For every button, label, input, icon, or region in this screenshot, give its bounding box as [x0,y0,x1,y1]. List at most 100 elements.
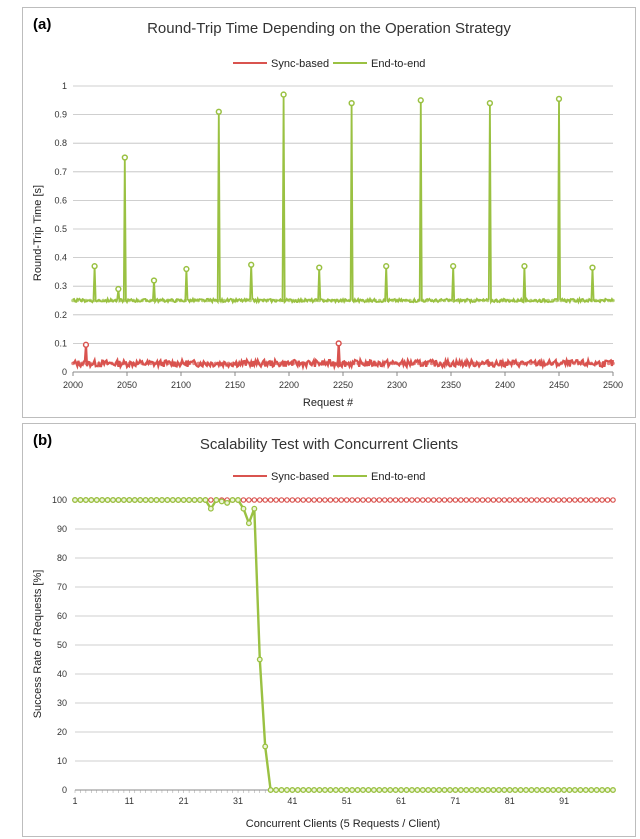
x-tick-label: 11 [125,796,134,806]
spike-marker [335,340,342,347]
data-point [343,298,347,303]
data-point [441,787,448,793]
data-point [447,298,451,303]
data-point [516,298,520,303]
data-point [202,497,209,503]
data-point [300,787,307,793]
data-point [498,361,503,366]
data-point [464,298,468,303]
data-point [572,497,578,503]
data-point [416,361,421,366]
data-point [97,361,101,366]
chart-title-b: Scalability Test with Concurrent Clients [199,436,459,453]
data-point [438,361,443,366]
legend-label-sync-based: Sync-based [271,58,329,70]
spike-marker [589,264,596,271]
data-point [416,298,421,303]
data-point [131,298,136,303]
x-tick-label: 21 [179,796,189,806]
x-tick-label: 2000 [63,380,83,390]
y-tick-label: 90 [57,524,67,534]
y-tick-label: 50 [57,640,67,650]
data-point [136,298,140,303]
data-point [291,298,296,303]
data-point [529,361,533,366]
data-point [604,787,611,793]
data-point [472,361,477,366]
data-point [563,298,568,303]
chart-panel-a: (a) Round-Trip Time Depending on the Ope… [22,7,636,418]
data-point [180,497,187,503]
data-point [474,787,481,793]
data-point [392,787,399,793]
data-point [322,497,328,503]
data-point [364,361,369,366]
data-point [503,298,507,303]
x-tick-label: 2300 [387,380,407,390]
data-point [425,361,430,366]
data-point [373,361,378,366]
data-point [474,497,480,503]
data-point [282,361,287,366]
data-point [93,497,100,503]
data-point [175,497,182,503]
data-point [334,361,339,366]
data-point [140,361,144,366]
data-point [414,787,421,793]
data-point [207,505,214,512]
data-point [75,298,80,303]
data-point [436,787,443,793]
data-point [585,361,589,366]
data-point [84,298,88,303]
chart-svg-b: Sync-based End-to-end Concurrent Clients… [32,471,616,830]
y-tick-label: 0.7 [54,167,67,177]
series-end-to-end [71,91,615,305]
data-point [481,298,486,303]
data-point [576,298,581,303]
data-point [114,361,118,366]
data-point [226,298,231,303]
data-point [308,298,313,303]
data-point [544,497,551,503]
spike-marker [115,285,122,293]
legend-label-end-to-end: End-to-end [371,471,425,483]
data-point [352,298,356,303]
data-point [71,361,75,366]
data-point [267,497,274,503]
data-point [369,361,373,366]
data-point [419,497,426,503]
data-point [137,497,144,503]
data-point [170,298,175,303]
data-point [365,787,372,793]
data-point [246,497,252,503]
data-point [84,361,88,366]
data-point [390,361,395,366]
data-point [542,298,546,303]
data-point [317,298,322,303]
data-point [463,787,470,793]
data-point [300,497,307,503]
data-point [403,787,410,793]
data-point [550,787,557,793]
y-tick-label: 0.1 [54,338,67,348]
data-point [572,361,576,366]
data-point [170,361,175,366]
data-point [120,497,127,503]
spike-marker [383,263,390,270]
data-point [347,361,352,366]
data-point [555,298,559,303]
y-axis-label-b: Success Rate of Requests [%] [32,570,44,719]
data-point [313,361,317,366]
data-point [408,298,412,303]
data-point [460,361,464,366]
data-point [72,497,78,503]
x-tick-label: 2350 [441,380,461,390]
data-point [267,787,274,793]
spike-marker [82,341,90,348]
y-tick-label: 0.6 [54,195,67,205]
data-point [580,298,585,303]
data-point [123,298,127,303]
data-point [517,787,524,793]
data-point [222,298,226,303]
data-point [349,497,355,503]
